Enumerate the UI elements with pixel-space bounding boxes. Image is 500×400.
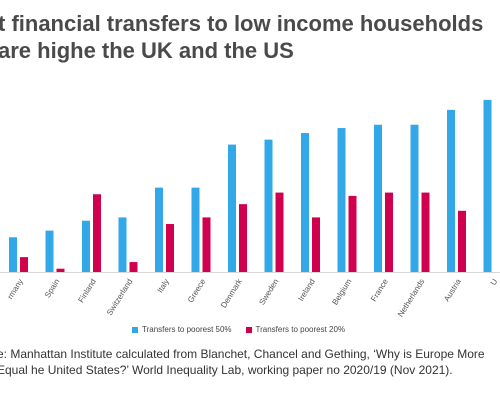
bar-ireland-poorest-50: [301, 133, 309, 272]
x-tick-label-rmany: rmany: [6, 277, 25, 301]
bar-finland-poorest-50: [82, 220, 90, 272]
legend-item-transfers-poorest-20: Transfers to poorest 20%: [245, 325, 346, 334]
x-tick-label-switzerland: Switzerland: [105, 277, 135, 317]
x-tick-label-sweden: Sweden: [257, 277, 280, 306]
chart-legend: Transfers to poorest 50% Transfers to po…: [132, 325, 345, 334]
legend-swatch-transfers-poorest-20: [245, 326, 252, 333]
bar-sweden-poorest-50: [264, 139, 273, 272]
bar-sweden-poorest-20: [275, 192, 284, 272]
bar-switzerland-poorest-20: [129, 262, 138, 272]
bar-ireland-poorest-20: [312, 217, 320, 272]
x-tick-label-u: U: [489, 277, 500, 287]
x-tick-label-austria: Austria: [442, 277, 463, 303]
x-tick-label-france: France: [369, 277, 390, 303]
bar-belgium-poorest-20: [348, 195, 357, 272]
bar-france-poorest-50: [374, 124, 382, 272]
legend-label-transfers-poorest-20: Transfers to poorest 20%: [255, 325, 346, 334]
bar-austria-poorest-50: [447, 109, 455, 272]
legend-item-transfers-poorest-50: Transfers to poorest 50%: [132, 325, 232, 334]
bar-greece-poorest-50: [191, 187, 200, 272]
legend-label-transfers-poorest-50: Transfers to poorest 50%: [142, 325, 232, 334]
bar-finland-poorest-20: [93, 194, 101, 272]
bar-italy-poorest-20: [166, 224, 174, 272]
x-tick-label-italy: Italy: [156, 277, 171, 294]
x-tick-label-belgium: Belgium: [330, 277, 353, 307]
bar-u-poorest-50: [483, 99, 492, 272]
bar-austria-poorest-20: [458, 210, 466, 272]
chart-title: t financial transfers to low income hous…: [0, 11, 484, 63]
bar-spain-poorest-20: [56, 268, 65, 272]
x-tick-label-greece: Greece: [186, 277, 208, 304]
x-tick-label-finland: Finland: [76, 277, 98, 304]
bar-denmark-poorest-20: [239, 204, 247, 272]
x-tick-label-denmark: Denmark: [219, 276, 244, 309]
bar-rmany-poorest-50: [9, 237, 17, 272]
bar-switzerland-poorest-50: [118, 217, 127, 272]
bar-denmark-poorest-50: [228, 144, 236, 272]
bar-spain-poorest-50: [45, 230, 54, 272]
x-tick-label-spain: Spain: [43, 277, 61, 299]
bar-netherlands-poorest-50: [410, 124, 419, 272]
x-tick-label-netherlands: Netherlands: [396, 277, 426, 318]
bar-belgium-poorest-50: [337, 128, 346, 272]
bar-rmany-poorest-20: [20, 257, 28, 272]
source-note: e: Manhattan Institute calculated from B…: [0, 347, 485, 377]
legend-swatch-transfers-poorest-50: [132, 326, 138, 333]
bar-netherlands-poorest-20: [421, 192, 430, 272]
x-tick-label-ireland: Ireland: [296, 277, 317, 303]
bar-greece-poorest-20: [202, 217, 211, 272]
bar-france-poorest-20: [385, 192, 393, 272]
bar-italy-poorest-50: [155, 187, 163, 272]
